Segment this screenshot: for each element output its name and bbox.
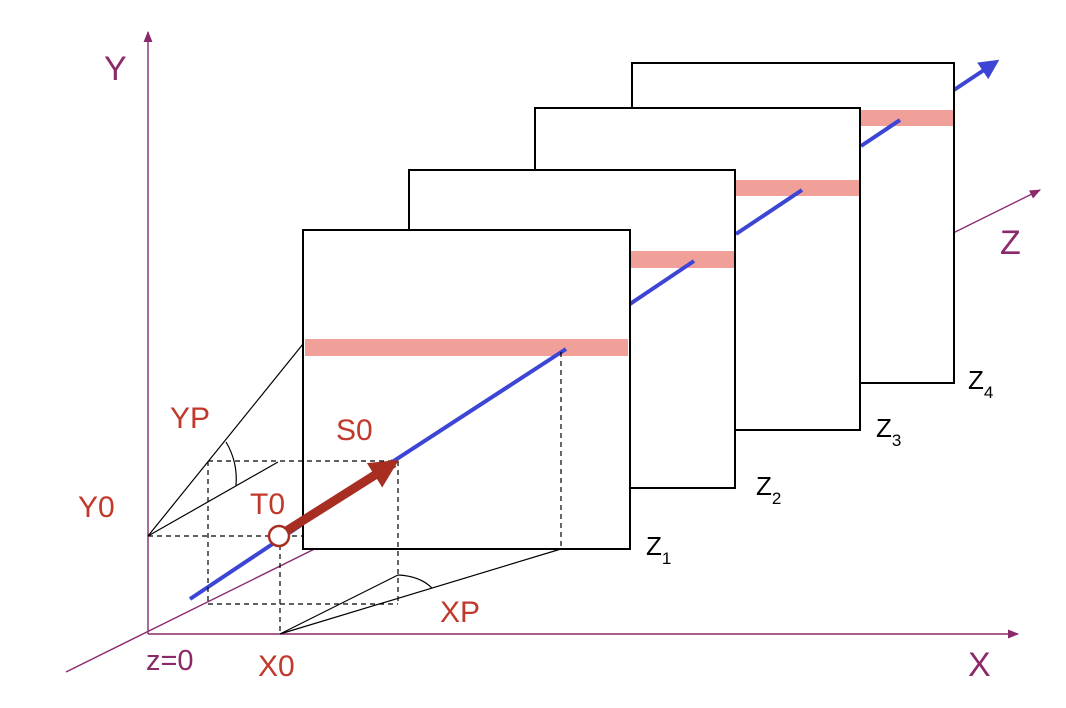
hit-strip-z3 bbox=[736, 180, 859, 196]
origin-label: z=0 bbox=[146, 645, 194, 677]
hit-strip-z4 bbox=[861, 110, 953, 126]
plane-z1 bbox=[301, 229, 631, 550]
plane-label-z2: Z2 bbox=[756, 471, 781, 508]
t0-label: T0 bbox=[250, 488, 285, 521]
y-axis-label: Y bbox=[104, 50, 127, 88]
angle-construction bbox=[147, 343, 562, 635]
z-axis-label: Z bbox=[1000, 224, 1021, 262]
hit-strip-z2 bbox=[630, 251, 734, 268]
beam-segment-z3 bbox=[734, 188, 804, 236]
beam-segment-z4 bbox=[859, 118, 902, 148]
beam-segment-z2 bbox=[628, 259, 696, 306]
track-vector-s0 bbox=[277, 459, 399, 539]
yp-label: YP bbox=[170, 402, 210, 435]
y0-label: Y0 bbox=[78, 491, 115, 524]
t0-point bbox=[267, 524, 291, 548]
plane-label-z3: Z3 bbox=[876, 413, 901, 450]
xp-label: XP bbox=[440, 596, 480, 629]
plane-label-z4: Z4 bbox=[968, 365, 993, 402]
s0-label: S0 bbox=[336, 414, 373, 447]
x0-label: X0 bbox=[258, 650, 295, 683]
plane-label-z1: Z1 bbox=[646, 531, 671, 568]
x-axis-label: X bbox=[968, 646, 991, 684]
hit-strip-z1 bbox=[305, 339, 628, 356]
